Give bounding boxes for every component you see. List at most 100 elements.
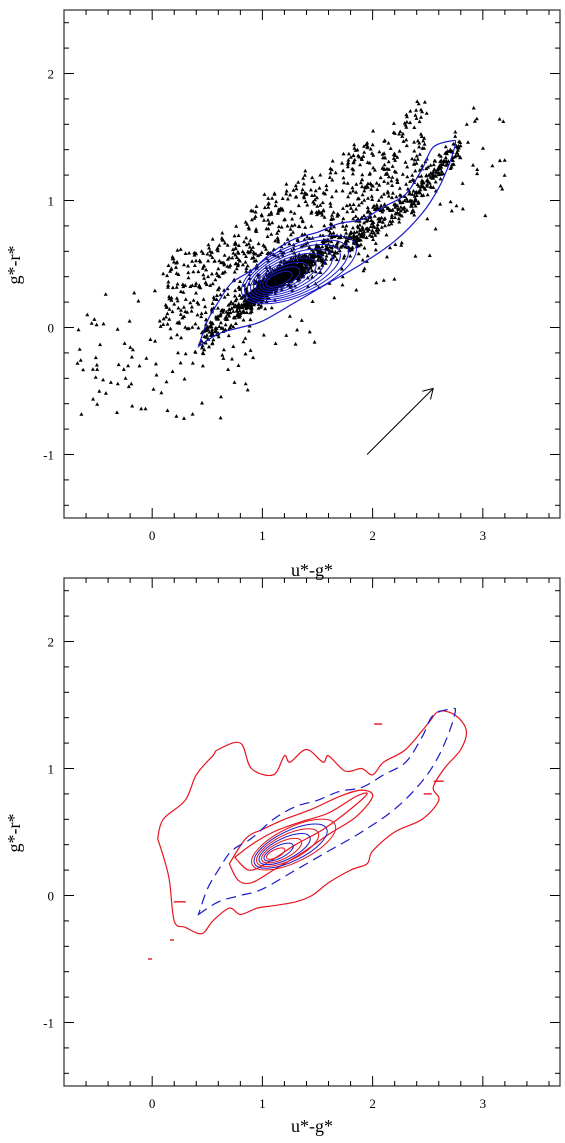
data-point — [256, 289, 260, 294]
x-tick-label: 2 — [369, 1096, 376, 1111]
data-point — [320, 244, 325, 249]
data-point — [194, 290, 198, 295]
data-point — [249, 217, 254, 222]
data-point — [388, 245, 392, 250]
data-point — [174, 414, 179, 418]
data-point — [288, 192, 293, 197]
data-point — [241, 339, 246, 344]
data-point — [284, 191, 289, 196]
data-point — [360, 257, 365, 262]
data-point — [375, 225, 380, 229]
data-point — [417, 152, 422, 156]
data-point — [370, 142, 375, 147]
data-point — [193, 251, 198, 255]
data-point — [416, 201, 421, 205]
data-point — [303, 225, 308, 229]
data-point — [254, 204, 259, 208]
data-point — [234, 313, 239, 318]
data-point — [296, 203, 301, 208]
data-point — [92, 317, 97, 321]
data-point — [168, 326, 173, 331]
data-point — [404, 125, 409, 129]
data-point — [157, 318, 162, 323]
data-point — [285, 237, 290, 241]
data-point — [161, 322, 166, 326]
data-point — [430, 172, 435, 177]
data-point — [203, 280, 208, 285]
y-tick-label: -1 — [43, 1016, 54, 1031]
data-point — [93, 375, 98, 379]
data-point — [372, 168, 377, 172]
data-point — [501, 119, 506, 123]
data-point — [101, 377, 106, 382]
data-point — [79, 412, 84, 416]
data-point — [361, 234, 366, 239]
data-point — [237, 308, 242, 313]
data-point — [225, 292, 230, 296]
data-point — [354, 287, 359, 292]
data-point — [357, 237, 362, 242]
data-point — [370, 228, 375, 232]
data-point — [199, 339, 204, 343]
data-point — [341, 175, 346, 180]
data-point — [331, 230, 336, 235]
data-point — [280, 196, 285, 200]
data-point — [291, 266, 296, 271]
data-point — [269, 305, 274, 310]
data-point — [390, 195, 394, 200]
data-point — [464, 122, 469, 126]
data-point — [310, 268, 314, 273]
data-point — [437, 152, 442, 157]
data-point — [313, 197, 317, 202]
data-point — [182, 376, 187, 381]
data-point — [401, 139, 406, 143]
density-contour — [240, 234, 357, 305]
data-point — [169, 295, 174, 300]
data-point — [233, 321, 238, 325]
data-point — [245, 222, 250, 226]
data-point — [373, 241, 378, 245]
data-point — [374, 202, 379, 207]
data-point — [275, 231, 280, 235]
y-tick-label: -1 — [43, 448, 54, 463]
data-point — [183, 351, 188, 356]
data-point — [415, 99, 420, 103]
x-tick-label: 1 — [259, 1096, 266, 1111]
data-point — [170, 369, 175, 373]
data-point — [421, 138, 426, 143]
data-point — [204, 335, 209, 339]
data-point — [89, 321, 94, 325]
data-point — [329, 167, 334, 172]
data-point — [315, 204, 320, 208]
data-point — [289, 223, 294, 228]
data-point — [183, 251, 188, 255]
data-point — [256, 302, 261, 306]
data-point — [233, 246, 238, 251]
data-point — [416, 190, 420, 194]
y-tick-label: 0 — [48, 889, 55, 904]
data-point — [103, 391, 108, 395]
data-point — [370, 221, 375, 225]
data-point — [246, 241, 251, 246]
data-point — [115, 327, 120, 331]
data-point — [250, 256, 254, 260]
data-point — [179, 335, 184, 340]
data-point — [332, 295, 337, 300]
data-point — [272, 279, 277, 283]
data-point — [365, 140, 370, 145]
data-point — [175, 248, 180, 252]
data-point — [197, 258, 202, 262]
data-point — [267, 279, 271, 284]
data-point — [350, 209, 355, 213]
data-point — [346, 160, 351, 165]
data-point — [389, 221, 394, 226]
data-point — [144, 356, 149, 360]
data-point — [212, 258, 217, 263]
data-point — [266, 226, 271, 231]
data-point — [243, 336, 248, 340]
core-contour — [256, 828, 320, 867]
data-point — [368, 224, 373, 228]
data-point — [315, 244, 320, 248]
data-point — [191, 298, 196, 302]
